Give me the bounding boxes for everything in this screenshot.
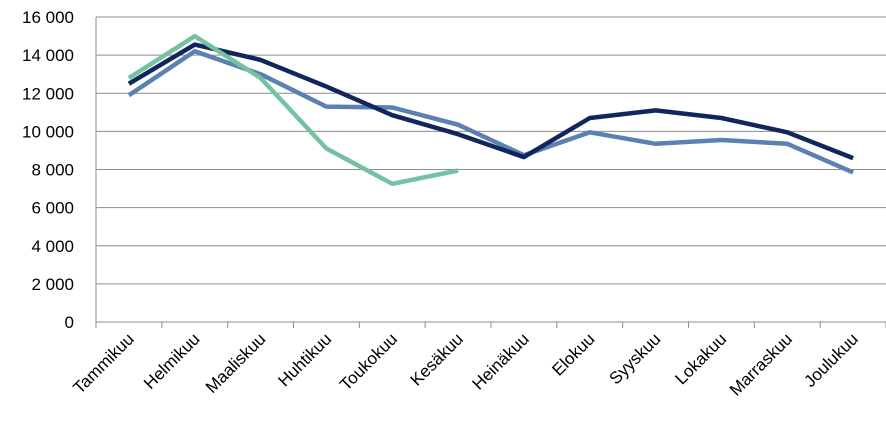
y-tick-labels: 0 2 000 4 000 6 000 8 000 10 000 12 000 14 000 1…	[22, 8, 74, 332]
y-tick-label: 0	[65, 313, 74, 332]
y-tick-label: 6 000	[31, 199, 74, 218]
x-tick-label: Marraskuu	[726, 329, 796, 399]
x-tick-label: Heinäkuu	[469, 329, 533, 393]
y-tick-label: 4 000	[31, 237, 74, 256]
axes	[95, 17, 886, 328]
series-line-1	[127, 49, 854, 175]
x-tick-label: Helmikuu	[140, 329, 204, 393]
y-tick-label: 2 000	[31, 275, 74, 294]
series-lines	[127, 33, 854, 187]
x-tick-label: Lokakuu	[671, 329, 730, 388]
series-line-3	[127, 33, 459, 187]
x-tick-label: Huhtikuu	[274, 329, 335, 390]
y-tick-label: 8 000	[31, 161, 74, 180]
x-tick-label: Maaliskuu	[202, 329, 270, 397]
y-tick-label: 12 000	[22, 84, 74, 103]
x-tick-label: Elokuu	[548, 329, 598, 379]
x-tick-label: Syyskuu	[606, 329, 665, 388]
y-tick-label: 14 000	[22, 46, 74, 65]
series-line-2	[127, 42, 854, 161]
x-tick-label: Tammikuu	[70, 329, 138, 397]
x-tick-label: Kesäkuu	[407, 329, 467, 389]
x-tick-label: Joulukuu	[800, 329, 862, 391]
y-tick-label: 16 000	[22, 8, 74, 27]
x-tick-label: Toukokuu	[336, 329, 401, 394]
y-tick-label: 10 000	[22, 122, 74, 141]
